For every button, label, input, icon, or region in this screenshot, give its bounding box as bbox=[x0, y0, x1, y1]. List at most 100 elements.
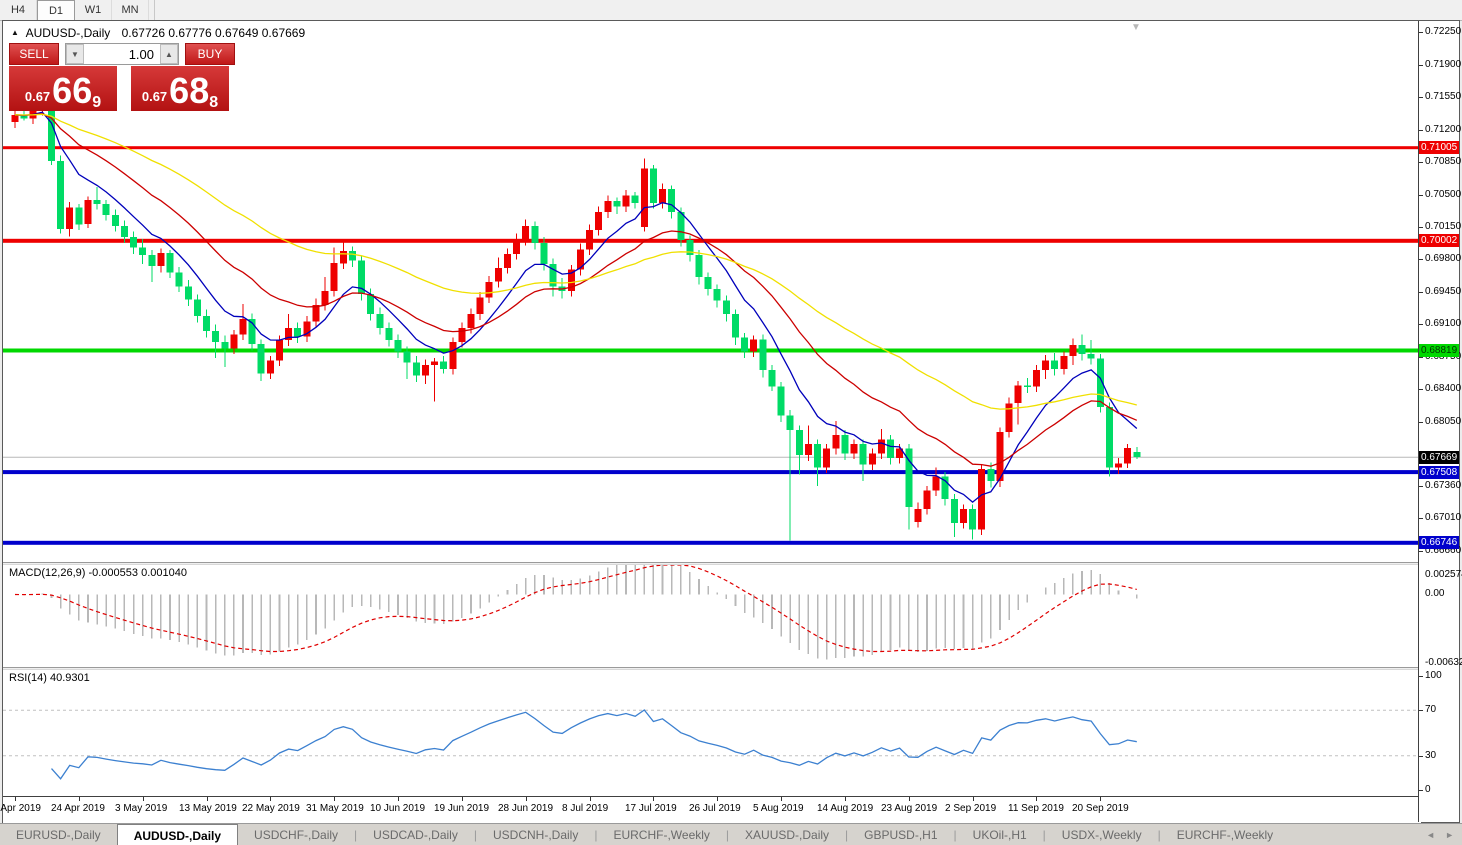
macd-label: MACD(12,26,9) -0.000553 0.001040 bbox=[9, 567, 187, 579]
macd-indicator-chart bbox=[14, 565, 1138, 660]
ask-price[interactable]: 0.67 68 8 bbox=[131, 66, 229, 111]
tab-separator: | bbox=[953, 828, 957, 842]
tab-xauusd-6[interactable]: XAUUSD-,Daily bbox=[745, 828, 830, 842]
date-tick bbox=[398, 797, 399, 801]
tab-gbpusd-7[interactable]: GBPUSD-,H1 bbox=[864, 828, 938, 842]
scale-tick bbox=[1419, 357, 1423, 358]
ask-big-digits: 68 bbox=[169, 70, 210, 111]
date-tick bbox=[973, 797, 974, 801]
slow-ma-line bbox=[14, 113, 1137, 410]
date-tick-label: 11 Sep 2019 bbox=[1008, 803, 1064, 814]
volume-decrease-button[interactable]: ▼ bbox=[66, 44, 84, 64]
scale-tick-label: 0.69800 bbox=[1425, 253, 1462, 264]
tab-separator: | bbox=[1042, 828, 1046, 842]
tab-eurusd-0[interactable]: EURUSD-,Daily bbox=[16, 828, 101, 842]
tab-audusd-1[interactable]: AUDUSD-,Daily bbox=[116, 824, 239, 845]
scale-tick-label: 0.67010 bbox=[1425, 512, 1462, 523]
sell-button[interactable]: SELL bbox=[9, 43, 59, 65]
scale-tick-label: 0.69450 bbox=[1425, 286, 1462, 297]
buy-button[interactable]: BUY bbox=[185, 43, 235, 65]
timeframe-button-mn[interactable]: MN bbox=[112, 0, 149, 20]
date-tick bbox=[526, 797, 527, 801]
rsi-scale-label: 100 bbox=[1425, 670, 1442, 681]
scale-tick-label: 0.71900 bbox=[1425, 59, 1462, 70]
date-tick bbox=[207, 797, 208, 801]
tab-usdcnh-4[interactable]: USDCNH-,Daily bbox=[492, 828, 579, 842]
pane-separator[interactable] bbox=[3, 667, 1421, 670]
scale-tick bbox=[1419, 389, 1423, 390]
date-tick bbox=[270, 797, 271, 801]
scale-tick-label: 0.70850 bbox=[1425, 156, 1462, 167]
bid-prefix: 0.67 bbox=[24, 89, 51, 104]
ask-pipette: 8 bbox=[209, 94, 219, 111]
toolbar-separator bbox=[149, 0, 155, 20]
timeframe-button-w1[interactable]: W1 bbox=[75, 0, 112, 20]
mid-ma-line bbox=[14, 113, 1138, 467]
scale-tick-label: 0.66660 bbox=[1425, 545, 1462, 556]
tab-scroll-right-icon[interactable]: ► bbox=[1445, 830, 1454, 840]
tab-separator: | bbox=[725, 828, 730, 842]
price-level-badge: 0.66746 bbox=[1419, 536, 1459, 549]
date-tick-label: 31 May 2019 bbox=[306, 803, 364, 814]
date-tick bbox=[462, 797, 463, 801]
tab-scroll-left-icon[interactable]: ◄ bbox=[1426, 830, 1436, 840]
timeframe-button-d1[interactable]: D1 bbox=[37, 0, 75, 20]
bid-price[interactable]: 0.67 66 9 bbox=[9, 66, 117, 111]
rsi-line bbox=[51, 709, 1137, 780]
price-level-badge: 0.67669 bbox=[1419, 451, 1459, 464]
scale-tick-label: 0.72250 bbox=[1425, 26, 1462, 37]
rsi-indicator-chart bbox=[3, 709, 1421, 780]
horizontal-level-line[interactable] bbox=[3, 348, 1421, 353]
date-tick-label: 10 Jun 2019 bbox=[370, 803, 426, 814]
date-tick bbox=[15, 797, 16, 801]
price-scale[interactable]: 0.72250 0.71900 0.71550 0.71200 0.70850 0.705… bbox=[1418, 21, 1462, 822]
timeframe-button-h4[interactable]: H4 bbox=[0, 0, 37, 20]
scale-tick-label: 0.71550 bbox=[1425, 91, 1462, 102]
chart-shift-marker-icon[interactable]: ▼ bbox=[1131, 22, 1141, 33]
scale-tick bbox=[1419, 227, 1423, 228]
macd-signal-line bbox=[14, 565, 1137, 653]
horizontal-level-line[interactable] bbox=[3, 238, 1421, 243]
date-tick bbox=[143, 797, 144, 801]
scale-tick-label: 0.68050 bbox=[1425, 416, 1462, 427]
scale-tick-label: 0.69100 bbox=[1425, 318, 1462, 329]
scale-tick bbox=[1419, 756, 1423, 757]
rsi-scale-label: 30 bbox=[1425, 750, 1437, 761]
volume-input[interactable] bbox=[84, 44, 160, 64]
date-tick-label: 23 Aug 2019 bbox=[881, 803, 938, 814]
tab-separator: | bbox=[354, 828, 358, 842]
horizontal-level-line[interactable] bbox=[3, 470, 1421, 475]
date-tick-label: 24 Apr 2019 bbox=[51, 803, 105, 814]
tab-usdx-9[interactable]: USDX-,Weekly bbox=[1061, 828, 1142, 842]
date-tick-label: 14 Aug 2019 bbox=[817, 803, 874, 814]
date-tick bbox=[1100, 797, 1101, 801]
date-tick-label: 8 Jul 2019 bbox=[562, 803, 609, 814]
volume-increase-button[interactable]: ▲ bbox=[160, 44, 178, 64]
scale-tick bbox=[1419, 162, 1423, 163]
tab-usdcad-3[interactable]: USDCAD-,Daily bbox=[373, 828, 458, 842]
volume-spinner: ▼ ▲ bbox=[65, 43, 179, 65]
scale-tick bbox=[1419, 486, 1423, 487]
date-tick bbox=[653, 797, 654, 801]
date-tick-label: 13 May 2019 bbox=[179, 803, 237, 814]
pane-separator[interactable] bbox=[3, 562, 1421, 565]
rsi-scale-label: 70 bbox=[1425, 704, 1437, 715]
date-tick-label: 28 Jun 2019 bbox=[498, 803, 554, 814]
trade-panel-toggle-icon[interactable]: ▲ bbox=[11, 28, 19, 37]
scale-tick bbox=[1419, 551, 1423, 552]
date-axis[interactable]: 14 Apr 2019 24 Apr 2019 3 May 2019 13 May 2… bbox=[0, 796, 1421, 823]
tab-eurchf-5[interactable]: EURCHF-,Weekly bbox=[613, 828, 710, 842]
scale-tick bbox=[1419, 518, 1423, 519]
horizontal-level-line[interactable] bbox=[3, 540, 1421, 545]
chart-window: 14 Apr 2019 24 Apr 2019 3 May 2019 13 May 2… bbox=[0, 20, 1462, 823]
chart-symbol-title: AUDUSD-,Daily bbox=[25, 26, 111, 40]
price-level-badge: 0.67508 bbox=[1419, 466, 1459, 479]
tab-ukoil-8[interactable]: UKOil-,H1 bbox=[972, 828, 1027, 842]
tab-eurchf-10[interactable]: EURCHF-,Weekly bbox=[1176, 828, 1274, 842]
date-tick-label: 19 Jun 2019 bbox=[434, 803, 490, 814]
horizontal-level-line[interactable] bbox=[3, 146, 1421, 150]
tab-usdchf-2[interactable]: USDCHF-,Daily bbox=[254, 828, 339, 842]
macd-scale-label: -0.006326 bbox=[1425, 657, 1462, 668]
